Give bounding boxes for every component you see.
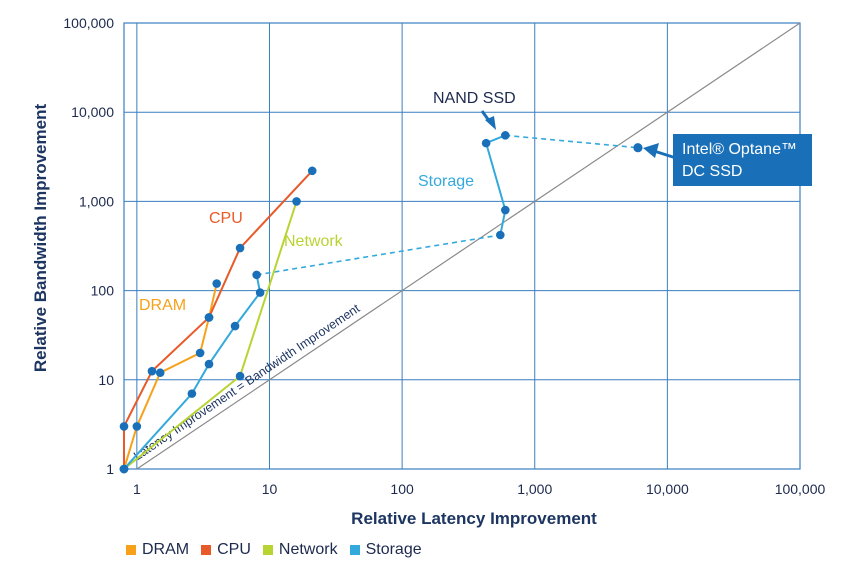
series-label-storage: Storage [418,173,474,190]
data-point-network [235,371,245,381]
data-point-network [292,197,301,206]
connectors [256,134,639,276]
legend-label-storage: Storage [365,541,422,558]
y-axis-title: Relative Bandwidth Improvement [31,104,50,373]
x-tick-label: 10,000 [646,481,689,497]
series-line-dram [123,283,218,470]
legend-item-network: Network [262,541,338,559]
data-point-optane [633,143,643,153]
data-point-dram [212,279,222,288]
legend-label-dram: DRAM [142,541,190,558]
data-point-storage-ssd [481,138,491,148]
optane-callout-line1: Intel® Optane™ [682,141,797,158]
series-label-cpu: CPU [209,210,243,227]
y-tick-label: 100 [91,283,115,299]
series-label-dram: DRAM [139,297,186,314]
series-line-cpu [123,170,313,469]
plot-frame [123,22,801,470]
data-point-dram [132,422,142,431]
y-tick-label: 100,000 [63,15,114,31]
y-tick-label: 1,000 [79,193,114,209]
y-tick-label: 10,000 [71,104,114,120]
optane-arrowhead [643,143,659,158]
data-point-storage-ssd [496,230,505,240]
data-point-storage [187,389,197,398]
legend-item-dram: DRAM [126,541,189,559]
data-point-storage [119,464,129,474]
series-lines [123,134,507,470]
x-tick-label: 1,000 [517,481,552,497]
data-point-cpu [119,422,129,431]
legend-swatch-network [262,545,273,555]
series-label-network: Network [284,233,344,250]
data-point-storage [255,288,265,297]
legend: DRAM CPU Network Storage [126,540,434,560]
data-point-storage [230,321,240,331]
tick-labels: 1 10 100 1,000 10,000 100,000 1 10 100 1,000 10,00… [63,15,825,497]
data-point-cpu [147,366,157,376]
y-tick-label: 10 [98,372,114,388]
legend-swatch-cpu [201,545,212,555]
series-line-storage-ssd [484,134,507,236]
optane-callout-box [673,134,812,186]
annotation-nand-arrowhead [485,116,496,130]
y-tick-label: 1 [106,461,114,477]
data-point-storage [252,270,261,280]
x-tick-label: 1 [133,481,141,497]
annotation-nand-ssd: NAND SSD [433,90,516,107]
legend-item-storage: Storage [349,541,422,559]
data-point-storage-ssd [501,205,510,215]
data-point-dram [195,348,205,358]
diagonal-line [136,22,801,470]
data-point-cpu [307,166,317,176]
series-points [119,131,643,474]
legend-swatch-storage [349,545,360,555]
legend-label-cpu: CPU [217,541,251,558]
legend-label-network: Network [278,541,338,558]
x-tick-label: 10 [262,481,278,497]
x-tick-label: 100,000 [775,481,826,497]
data-point-storage-ssd [501,131,510,140]
dashed-connector [505,134,639,149]
data-point-cpu [235,243,245,253]
data-point-storage [204,359,214,369]
x-axis-title: Relative Latency Improvement [351,509,597,528]
data-point-dram [155,368,165,378]
legend-item-cpu: CPU [201,541,251,559]
legend-swatch-dram [126,545,136,555]
optane-arrow-shaft [653,149,677,160]
grid [123,22,801,470]
x-tick-label: 100 [390,481,414,497]
data-point-cpu [204,313,214,322]
optane-callout-line2: DC SSD [682,163,742,180]
